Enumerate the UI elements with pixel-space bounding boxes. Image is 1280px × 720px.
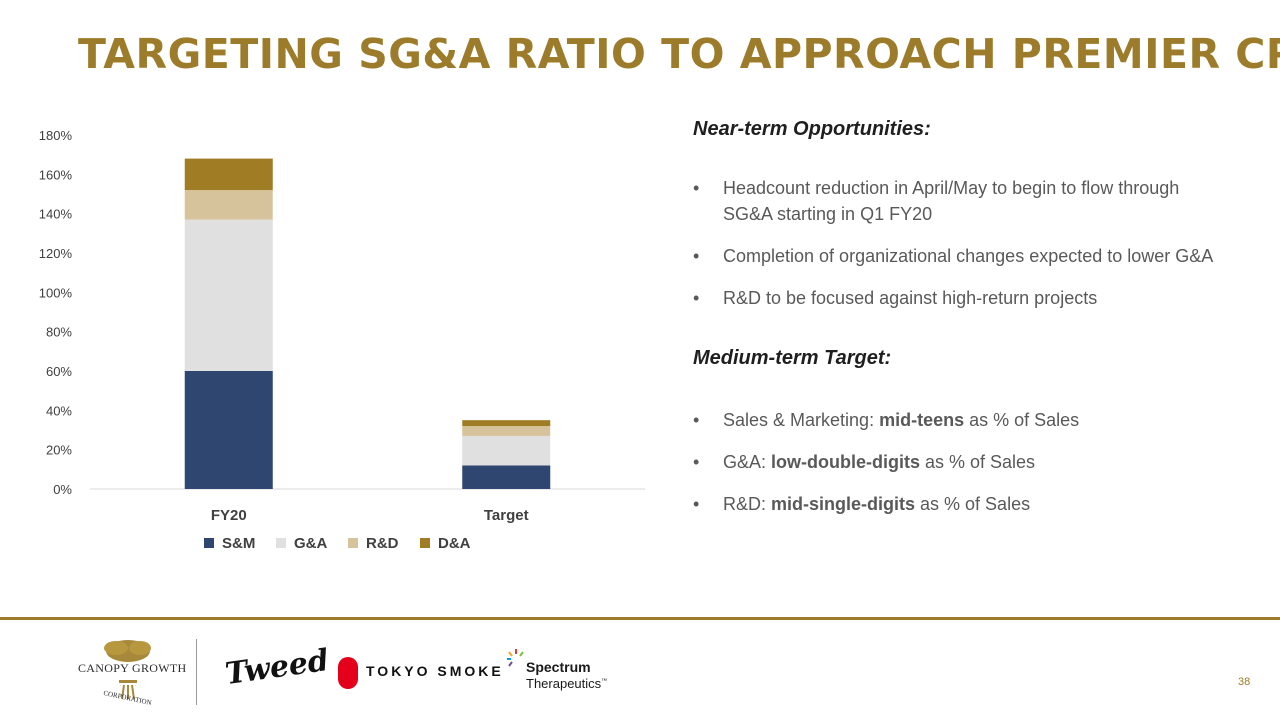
tokyo-smoke-logo: TOKYO SMOKE — [366, 663, 504, 679]
legend-label: G&A — [294, 535, 328, 552]
page-title: TARGETING SG&A RATIO TO APPROACH PREMIER… — [78, 30, 1280, 78]
bullet-icon: • — [693, 246, 700, 266]
legend-label: S&M — [222, 535, 255, 552]
bar-segment — [184, 371, 273, 489]
bar-segment — [462, 426, 551, 436]
near-term-heading: Near-term Opportunities: — [693, 118, 931, 140]
page-number: 38 — [1238, 676, 1251, 688]
medium-term-heading: Medium-term Target: — [693, 347, 892, 369]
bullet-icon: • — [693, 452, 700, 472]
y-tick-label: 20% — [46, 443, 72, 458]
tweed-logo: Tweed — [223, 642, 331, 693]
x-tick-label: Target — [484, 507, 529, 524]
y-tick-label: 100% — [39, 285, 73, 300]
list-item: • R&D to be focused against high-return p… — [693, 285, 1233, 311]
canopy-growth-logo: CANOPY GROWTH — [78, 661, 187, 675]
bar-segment — [184, 158, 273, 191]
legend-swatch — [420, 538, 430, 548]
footer-rule — [0, 617, 1280, 620]
near-term-list: • Headcount reduction in April/May to beg… — [693, 175, 1233, 311]
bullet-icon: • — [693, 410, 700, 430]
bullet-icon: • — [693, 494, 700, 514]
bar-segment — [184, 219, 273, 371]
bar-segment — [184, 190, 273, 220]
spectrum-logo: Spectrum — [526, 659, 591, 675]
y-tick-label: 120% — [39, 246, 73, 261]
y-tick-label: 160% — [39, 167, 73, 182]
legend-swatch — [204, 538, 214, 548]
y-tick-label: 60% — [46, 364, 72, 379]
spectrum-subtitle: Therapeutics™ — [526, 676, 608, 691]
list-item: • G&A: low-double-digits as % of Sales — [693, 449, 1233, 475]
y-tick-label: 80% — [46, 325, 72, 340]
footer-logos: CANOPY GROWTH CORPORATION Tweed TOKYO SM… — [0, 625, 1280, 720]
list-item: • R&D: mid-single-digits as % of Sales — [693, 491, 1233, 517]
logo-divider — [196, 639, 197, 705]
y-tick-label: 0% — [53, 482, 72, 497]
tokyo-smoke-mark-icon — [338, 657, 358, 689]
legend-swatch — [348, 538, 358, 548]
x-tick-label: FY20 — [211, 507, 247, 524]
canopy-tree-icon — [104, 640, 151, 700]
y-tick-label: 180% — [39, 128, 73, 143]
legend-label: R&D — [366, 535, 399, 552]
bullet-icon: • — [693, 288, 700, 308]
bullet-panel: Near-term Opportunities: • Headcount redu… — [693, 118, 1233, 533]
stacked-bar-chart: 0% 20% 40% 60% 80% 100% 120% 140% 160% 180% FY20 Ta… — [39, 128, 645, 552]
bar-segment — [462, 435, 551, 466]
bullet-icon: • — [693, 178, 700, 198]
bar-segment — [462, 420, 551, 427]
bar-segment — [462, 465, 551, 489]
medium-term-list: • Sales & Marketing: mid-teens as % of Sa… — [693, 407, 1233, 517]
list-item: • Headcount reduction in April/May to beg… — [693, 175, 1233, 227]
list-item: • Sales & Marketing: mid-teens as % of Sa… — [693, 407, 1233, 433]
y-tick-label: 140% — [39, 207, 73, 222]
y-tick-label: 40% — [46, 403, 72, 418]
legend-swatch — [276, 538, 286, 548]
list-item: • Completion of organizational changes ex… — [693, 243, 1233, 269]
spectrum-burst-icon — [507, 649, 524, 667]
legend-label: D&A — [438, 535, 471, 552]
